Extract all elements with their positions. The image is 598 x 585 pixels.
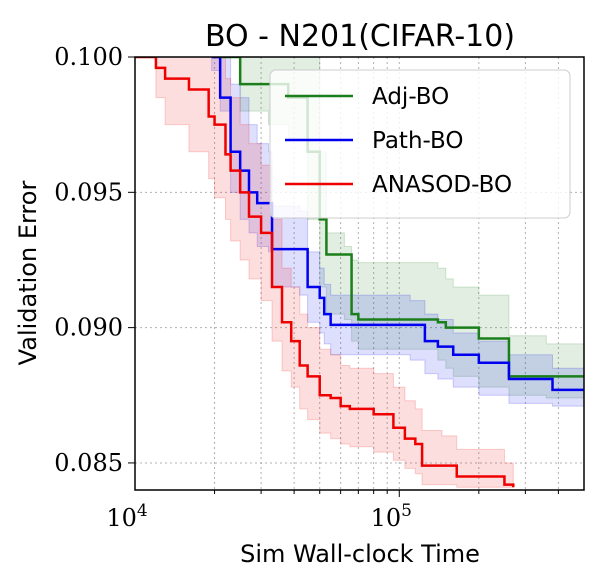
- legend-label: Path-BO: [372, 128, 463, 154]
- y-tick-label: 0.090: [54, 314, 123, 342]
- legend-box: [269, 69, 571, 219]
- x-tick-base: 10: [106, 504, 137, 532]
- plot-frame: [134, 56, 585, 491]
- x-tick-label: 105: [371, 501, 412, 532]
- chart-title: BO - N201(CIFAR-10): [205, 19, 515, 54]
- y-tick-label: 0.095: [54, 178, 123, 206]
- legend-label: ANASOD-BO: [372, 172, 512, 198]
- y-tick-label: 0.100: [54, 43, 123, 71]
- y-tick-label: 0.085: [54, 449, 123, 477]
- y-axis-label: Validation Error: [14, 181, 42, 366]
- legend: Adj-BO Path-BO ANASOD-BO: [269, 69, 571, 219]
- x-tick-exponent: 5: [401, 501, 412, 521]
- x-tick-base: 10: [371, 504, 402, 532]
- legend-label: Adj-BO: [372, 84, 449, 110]
- x-tick-label: 104: [106, 501, 147, 532]
- x-tick-exponent: 4: [137, 501, 148, 521]
- x-axis-label: Sim Wall-clock Time: [240, 540, 480, 568]
- band-adj-bo: [214, 57, 584, 399]
- grid: [135, 57, 584, 490]
- line-anasod-bo: [135, 57, 515, 488]
